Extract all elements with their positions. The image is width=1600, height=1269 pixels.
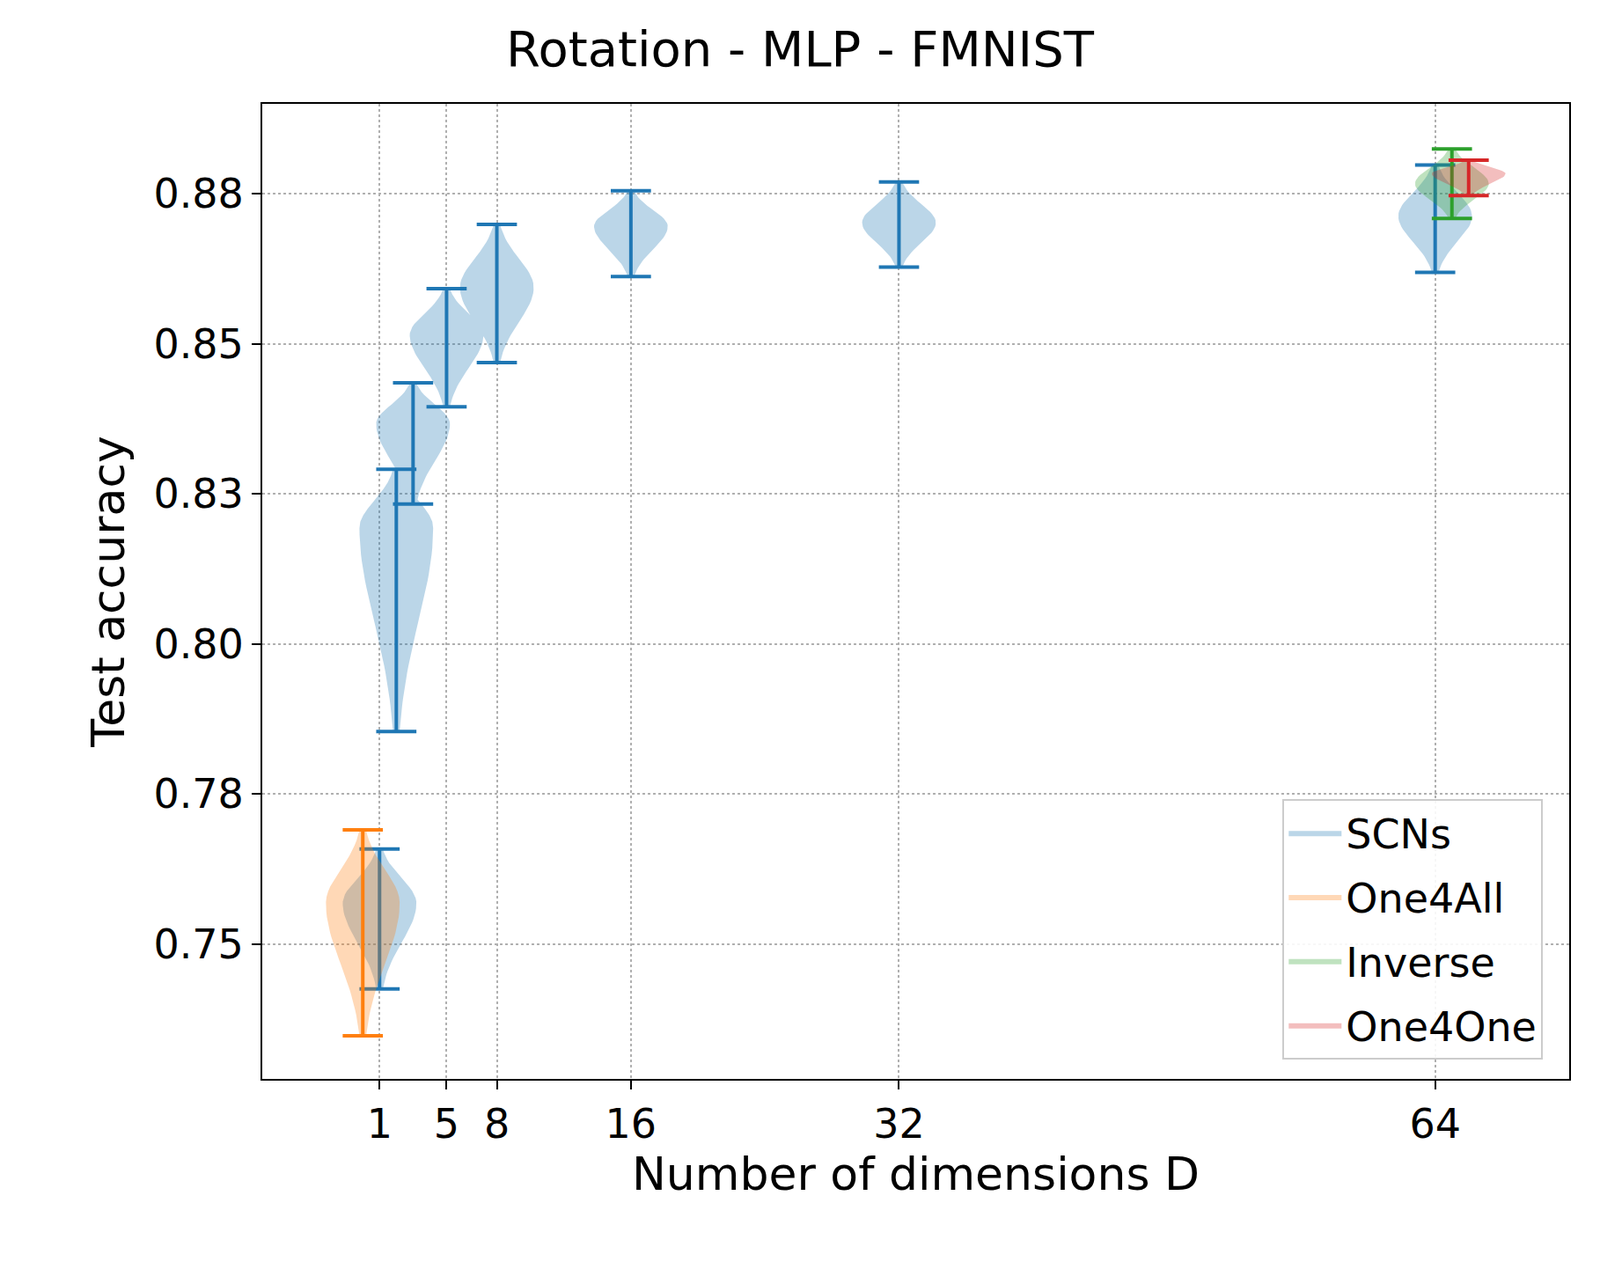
svg-text:0.85: 0.85	[153, 320, 243, 368]
svg-text:One4All: One4All	[1345, 874, 1505, 923]
svg-text:0.83: 0.83	[153, 469, 243, 518]
svg-text:One4One: One4One	[1345, 1003, 1537, 1051]
svg-text:Number of dimensions D: Number of dimensions D	[631, 1147, 1200, 1201]
svg-text:16: 16	[605, 1100, 658, 1148]
svg-text:0.80: 0.80	[153, 620, 243, 668]
svg-text:Rotation - MLP - FMNIST: Rotation - MLP - FMNIST	[506, 20, 1095, 78]
svg-text:Test accuracy: Test accuracy	[81, 435, 135, 749]
svg-text:1: 1	[366, 1100, 393, 1148]
svg-text:0.78: 0.78	[153, 770, 243, 818]
svg-text:0.88: 0.88	[153, 169, 243, 218]
svg-text:SCNs: SCNs	[1345, 810, 1452, 859]
svg-text:5: 5	[433, 1100, 460, 1148]
svg-text:32: 32	[873, 1100, 925, 1148]
svg-text:8: 8	[484, 1100, 510, 1148]
svg-text:0.75: 0.75	[153, 920, 243, 969]
svg-text:Inverse: Inverse	[1345, 939, 1495, 987]
svg-text:64: 64	[1409, 1100, 1461, 1148]
